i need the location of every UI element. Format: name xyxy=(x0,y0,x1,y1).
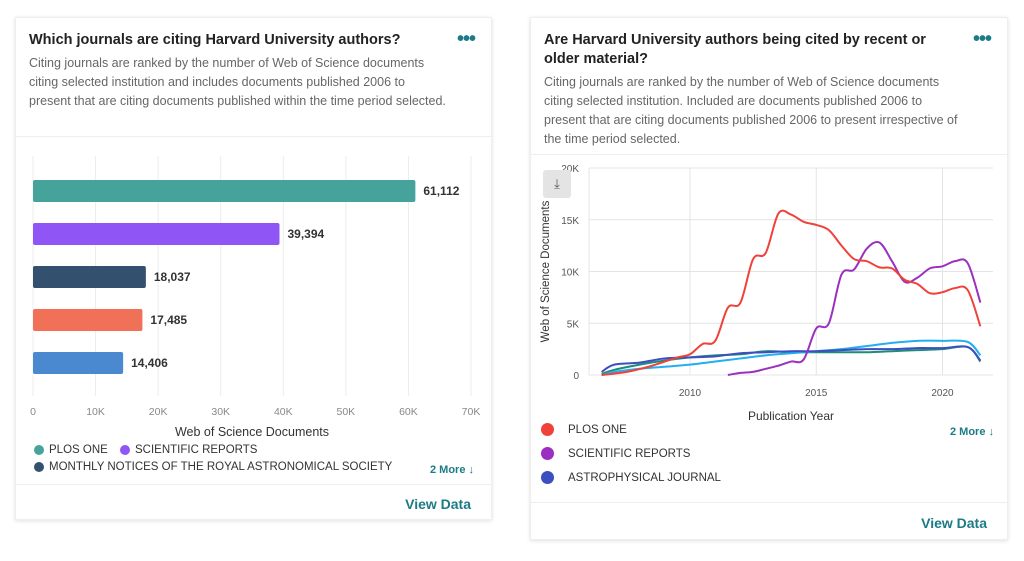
x-tick-label: 2015 xyxy=(805,388,828,399)
view-data-button[interactable]: View Data xyxy=(921,515,987,531)
bar-chart: 0 10K 20K 30K 40K 50K 60K 70K 61,112 39,394 18,037… xyxy=(30,156,481,439)
download-icon[interactable]: ⤓ xyxy=(543,170,571,198)
y-axis-title: Web of Science Documents xyxy=(540,200,552,342)
more-horizontal-icon[interactable]: ••• xyxy=(456,28,476,50)
bar-value-label: 14,406 xyxy=(131,356,168,370)
series-line xyxy=(601,345,982,373)
legend-label: PLOS ONE xyxy=(568,423,627,436)
card-title: Which journals are citing Harvard Univer… xyxy=(29,32,401,48)
y-tick-label: 15K xyxy=(561,216,579,227)
y-tick-label: 0 xyxy=(573,371,579,382)
x-tick-label: 2020 xyxy=(931,388,954,399)
more-horizontal-icon[interactable]: ••• xyxy=(972,28,992,50)
legend-item[interactable]: SCIENTIFIC REPORTS xyxy=(120,444,257,456)
legend-item[interactable]: MONTHLY NOTICES OF THE ROYAL ASTRONOMICA… xyxy=(34,461,392,473)
bar-value-label: 61,112 xyxy=(423,184,459,198)
divider xyxy=(16,484,491,485)
legend-dot xyxy=(120,445,130,455)
card-description: Citing journals are ranked by the number… xyxy=(29,56,446,108)
x-tick-label: 0 xyxy=(30,406,36,418)
journals-citing-card: Which journals are citing Harvard Univer… xyxy=(15,17,492,520)
x-axis-title: Web of Science Documents xyxy=(175,425,329,439)
divider xyxy=(531,154,1007,155)
series-line xyxy=(601,339,982,376)
legend-label: PLOS ONE xyxy=(49,444,108,456)
x-tick-label: 60K xyxy=(399,406,418,418)
legend-label: SCIENTIFIC REPORTS xyxy=(135,444,258,456)
more-legend-button[interactable]: 2 More ↓ xyxy=(430,464,475,476)
legend-label: SCIENTIFIC REPORTS xyxy=(568,447,691,460)
line-chart: 0 5K 10K 15K 20K 2010 2015 2020 Publication Year… xyxy=(540,164,993,423)
x-tick-label: 2010 xyxy=(679,388,702,399)
legend-dot xyxy=(34,445,44,455)
y-tick-label: 10K xyxy=(561,268,579,279)
bar-value-label: 39,394 xyxy=(287,227,324,241)
card-description: Citing journals are ranked by the number… xyxy=(544,75,958,146)
bar xyxy=(33,309,143,331)
x-tick-label: 40K xyxy=(274,406,293,418)
divider xyxy=(531,502,1007,503)
x-tick-label: 20K xyxy=(149,406,168,418)
series-line xyxy=(727,240,982,376)
legend-item[interactable]: PLOS ONE xyxy=(34,444,108,456)
legend-dot xyxy=(541,447,554,460)
x-tick-label: 10K xyxy=(86,406,105,418)
card-title: Are Harvard University authors being cit… xyxy=(544,32,926,67)
x-axis-title: Publication Year xyxy=(748,409,834,423)
series-line xyxy=(601,345,982,375)
y-tick-label: 20K xyxy=(561,164,579,175)
bar xyxy=(33,223,280,245)
x-tick-label: 70K xyxy=(462,406,481,418)
view-data-button[interactable]: View Data xyxy=(405,496,471,512)
divider xyxy=(16,136,491,137)
legend-dot xyxy=(541,471,554,484)
bar-value-label: 17,485 xyxy=(150,313,187,327)
legend-label: ASTROPHYSICAL JOURNAL xyxy=(568,471,721,484)
series-line xyxy=(601,209,982,376)
legend-dot xyxy=(541,423,554,436)
bar xyxy=(33,266,146,288)
legend-item[interactable]: ASTROPHYSICAL JOURNAL xyxy=(541,471,721,484)
recent-older-card: Are Harvard University authors being cit… xyxy=(530,17,1008,540)
legend-label: MONTHLY NOTICES OF THE ROYAL ASTRONOMICA… xyxy=(49,461,393,473)
legend-dot xyxy=(34,462,44,472)
y-tick-label: 5K xyxy=(567,319,580,330)
legend-item[interactable]: PLOS ONE xyxy=(541,423,627,436)
more-legend-button[interactable]: 2 More ↓ xyxy=(950,426,995,438)
x-tick-label: 50K xyxy=(337,406,356,418)
bar xyxy=(33,180,416,202)
x-tick-label: 30K xyxy=(211,406,230,418)
bar xyxy=(33,352,124,374)
legend-item[interactable]: SCIENTIFIC REPORTS xyxy=(541,447,690,460)
bar-value-label: 18,037 xyxy=(154,270,191,284)
